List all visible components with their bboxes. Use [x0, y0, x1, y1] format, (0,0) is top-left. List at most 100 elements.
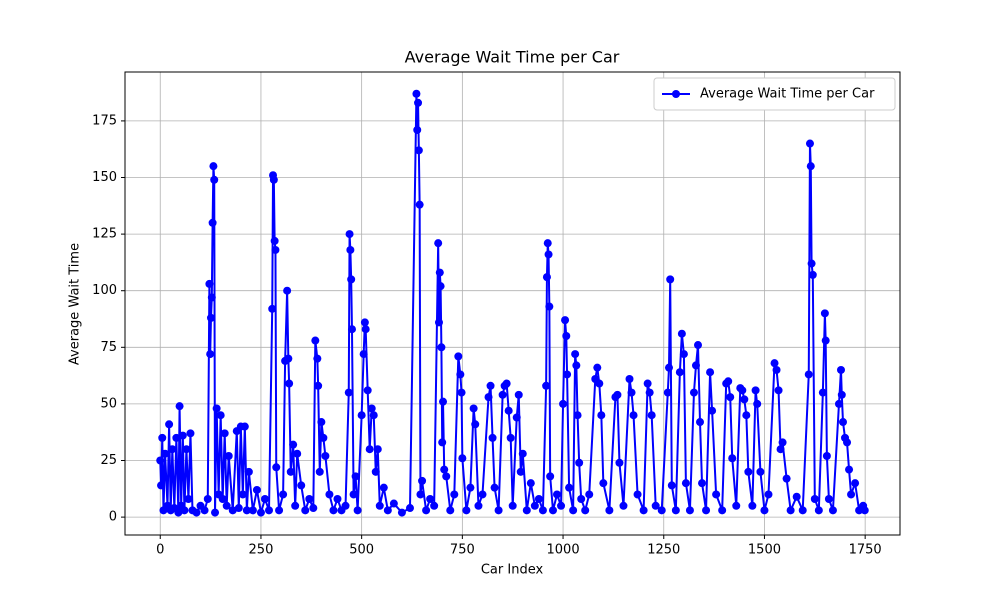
data-point — [314, 381, 323, 390]
data-point — [828, 506, 837, 515]
data-point — [738, 386, 747, 395]
data-point — [458, 454, 467, 463]
data-point — [514, 390, 523, 399]
data-point — [265, 506, 274, 515]
data-point — [271, 245, 280, 254]
data-point — [693, 341, 702, 350]
data-point — [347, 275, 356, 284]
data-point — [442, 472, 451, 481]
data-point — [426, 495, 435, 504]
data-point — [329, 506, 338, 515]
data-point — [220, 429, 229, 438]
data-point — [748, 501, 757, 510]
data-point — [643, 379, 652, 388]
data-point — [629, 411, 638, 420]
data-point — [490, 483, 499, 492]
y-tick-label: 75 — [100, 340, 117, 355]
data-point — [557, 501, 566, 510]
data-point — [430, 501, 439, 510]
data-point — [542, 273, 551, 282]
data-point — [357, 411, 366, 420]
data-point — [667, 481, 676, 490]
data-point — [613, 390, 622, 399]
data-point — [379, 483, 388, 492]
x-tick-label: 0 — [156, 543, 164, 558]
data-point — [346, 245, 355, 254]
data-point — [291, 501, 300, 510]
data-point — [798, 506, 807, 515]
data-point — [156, 456, 165, 465]
data-point — [691, 361, 700, 370]
data-point — [839, 418, 848, 427]
data-point — [416, 490, 425, 499]
data-point — [206, 313, 215, 322]
data-point — [321, 451, 330, 460]
data-point — [203, 495, 212, 504]
data-point — [359, 350, 368, 359]
data-point — [414, 146, 423, 155]
data-point — [571, 350, 580, 359]
data-point — [512, 413, 521, 422]
x-tick-label: 1500 — [748, 543, 781, 558]
data-point — [450, 490, 459, 499]
data-point — [545, 302, 554, 311]
data-point — [389, 499, 398, 508]
data-point — [504, 406, 513, 415]
data-point — [345, 230, 354, 239]
data-point — [284, 354, 293, 363]
data-point — [689, 388, 698, 397]
y-tick-label: 100 — [92, 283, 117, 298]
data-point — [224, 451, 233, 460]
data-point — [168, 445, 177, 454]
data-point — [677, 329, 686, 338]
data-point — [367, 404, 376, 413]
data-point — [546, 472, 555, 481]
data-point — [206, 350, 215, 359]
data-point — [216, 411, 225, 420]
data-point — [645, 388, 654, 397]
data-point — [595, 379, 604, 388]
data-point — [562, 331, 571, 340]
data-point — [260, 495, 269, 504]
data-point — [593, 363, 602, 372]
data-point — [619, 501, 628, 510]
data-point — [718, 506, 727, 515]
data-point — [175, 402, 184, 411]
data-point — [534, 495, 543, 504]
data-point — [270, 236, 279, 245]
data-point — [418, 476, 427, 485]
data-point — [351, 472, 360, 481]
y-tick-label: 25 — [100, 453, 117, 468]
data-point — [415, 200, 424, 209]
data-point — [315, 467, 324, 476]
data-point — [498, 390, 507, 399]
data-point — [256, 508, 265, 517]
data-point — [469, 404, 478, 413]
data-point — [585, 490, 594, 499]
data-point — [805, 139, 814, 148]
data-point — [466, 483, 475, 492]
data-point — [726, 393, 735, 402]
data-point — [627, 388, 636, 397]
data-point — [222, 501, 231, 510]
y-tick-label: 150 — [92, 170, 117, 185]
data-point — [462, 506, 471, 515]
data-point — [208, 218, 217, 227]
data-point — [851, 479, 860, 488]
data-point — [494, 506, 503, 515]
data-point — [200, 506, 209, 515]
data-point — [269, 175, 278, 184]
data-point — [353, 506, 362, 515]
data-point — [740, 395, 749, 404]
data-point — [180, 506, 189, 515]
data-point — [286, 467, 295, 476]
data-point — [313, 354, 322, 363]
data-point — [413, 125, 422, 134]
data-point — [786, 506, 795, 515]
data-point — [561, 316, 570, 325]
data-point — [760, 506, 769, 515]
data-point — [575, 458, 584, 467]
y-tick-label: 50 — [100, 396, 117, 411]
data-point — [530, 501, 539, 510]
